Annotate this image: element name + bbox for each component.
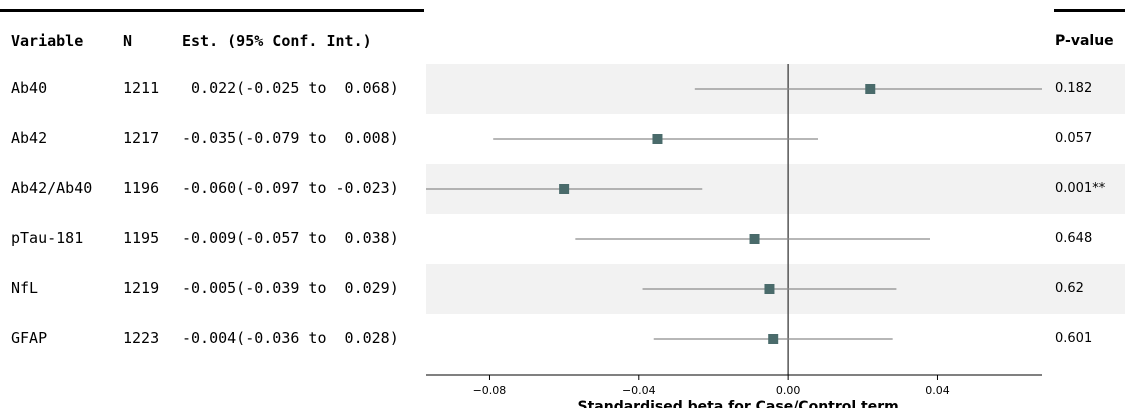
estimate-marker <box>764 284 775 294</box>
x-tick-label: 0.00 <box>776 384 801 397</box>
cell-variable: pTau-181 <box>11 229 84 247</box>
x-tick-label: −0.04 <box>622 384 656 397</box>
cell-pvalue: 0.182 <box>1055 81 1093 96</box>
cell-pvalue: 0.601 <box>1055 331 1093 346</box>
cell-pvalue: 0.62 <box>1055 281 1084 296</box>
row-stripes <box>426 64 1125 314</box>
cell-variable: Ab42/Ab40 <box>11 179 93 197</box>
estimate-marker <box>559 184 570 194</box>
cell-variable: Ab40 <box>11 79 48 97</box>
x-tick-label: 0.04 <box>925 384 950 397</box>
cell-estimate: 0.022(-0.025 to 0.068) <box>182 79 399 97</box>
header-variable: Variable <box>11 32 84 50</box>
cell-n: 1223 <box>123 329 160 347</box>
cell-n: 1211 <box>123 79 160 97</box>
cell-estimate: -0.009(-0.057 to 0.038) <box>182 229 399 247</box>
cell-n: 1195 <box>123 229 160 247</box>
estimate-marker <box>865 84 876 94</box>
header-estimate: Est. (95% Conf. Int.) <box>182 32 372 50</box>
x-tick-label: −0.08 <box>473 384 507 397</box>
point-estimates <box>559 84 876 344</box>
cell-n: 1196 <box>123 179 160 197</box>
cell-n: 1219 <box>123 279 160 297</box>
cell-pvalue: 0.648 <box>1055 231 1093 246</box>
estimate-marker <box>749 234 760 244</box>
cell-n: 1217 <box>123 129 160 147</box>
cell-estimate: -0.005(-0.039 to 0.029) <box>182 279 399 297</box>
header-pvalue: P-value <box>1055 33 1114 49</box>
cell-variable: NfL <box>11 279 39 297</box>
cell-pvalue: 0.057 <box>1055 131 1093 146</box>
cell-variable: GFAP <box>11 329 48 347</box>
x-axis-label: Standardised beta for Case/Control term <box>578 399 899 408</box>
x-axis: −0.08 −0.04 0.00 0.04 Standardised beta for … <box>426 374 1042 408</box>
estimate-marker <box>652 134 663 144</box>
cell-estimate: -0.035(-0.079 to 0.008) <box>182 129 399 147</box>
header-n: N <box>123 32 133 50</box>
table-top-rule-left <box>0 9 424 12</box>
cell-estimate: -0.060(-0.097 to -0.023) <box>182 179 399 197</box>
cell-estimate: -0.004(-0.036 to 0.028) <box>182 329 399 347</box>
estimate-marker <box>768 334 779 344</box>
cell-pvalue: 0.001** <box>1055 181 1106 196</box>
table-top-rule-right <box>1054 9 1125 12</box>
cell-variable: Ab42 <box>11 129 48 147</box>
